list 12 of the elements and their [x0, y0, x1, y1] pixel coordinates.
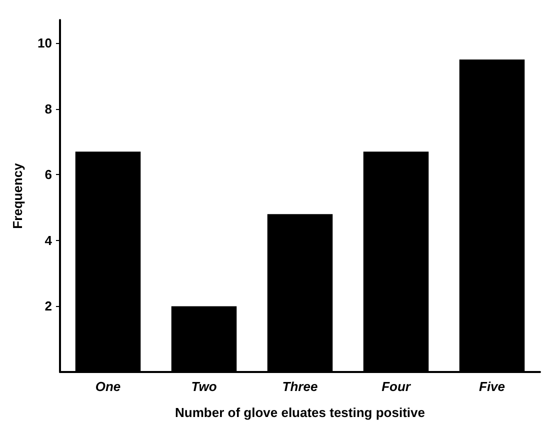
y-axis-title: Frequency: [10, 162, 25, 229]
x-axis-title: Number of glove eluates testing positive: [175, 405, 425, 420]
x-tick-label: Five: [478, 379, 506, 394]
x-tick-label: Four: [382, 379, 412, 394]
x-tick-label: Two: [191, 379, 217, 394]
y-tick-label: 2: [44, 298, 52, 314]
y-tick-label: 10: [38, 36, 52, 51]
y-tick-label: 6: [44, 167, 52, 182]
x-tick-label: One: [95, 379, 121, 394]
y-tick-label: 8: [44, 101, 52, 116]
y-tick-label: 4: [44, 232, 53, 248]
x-tick-label: Three: [282, 379, 318, 394]
